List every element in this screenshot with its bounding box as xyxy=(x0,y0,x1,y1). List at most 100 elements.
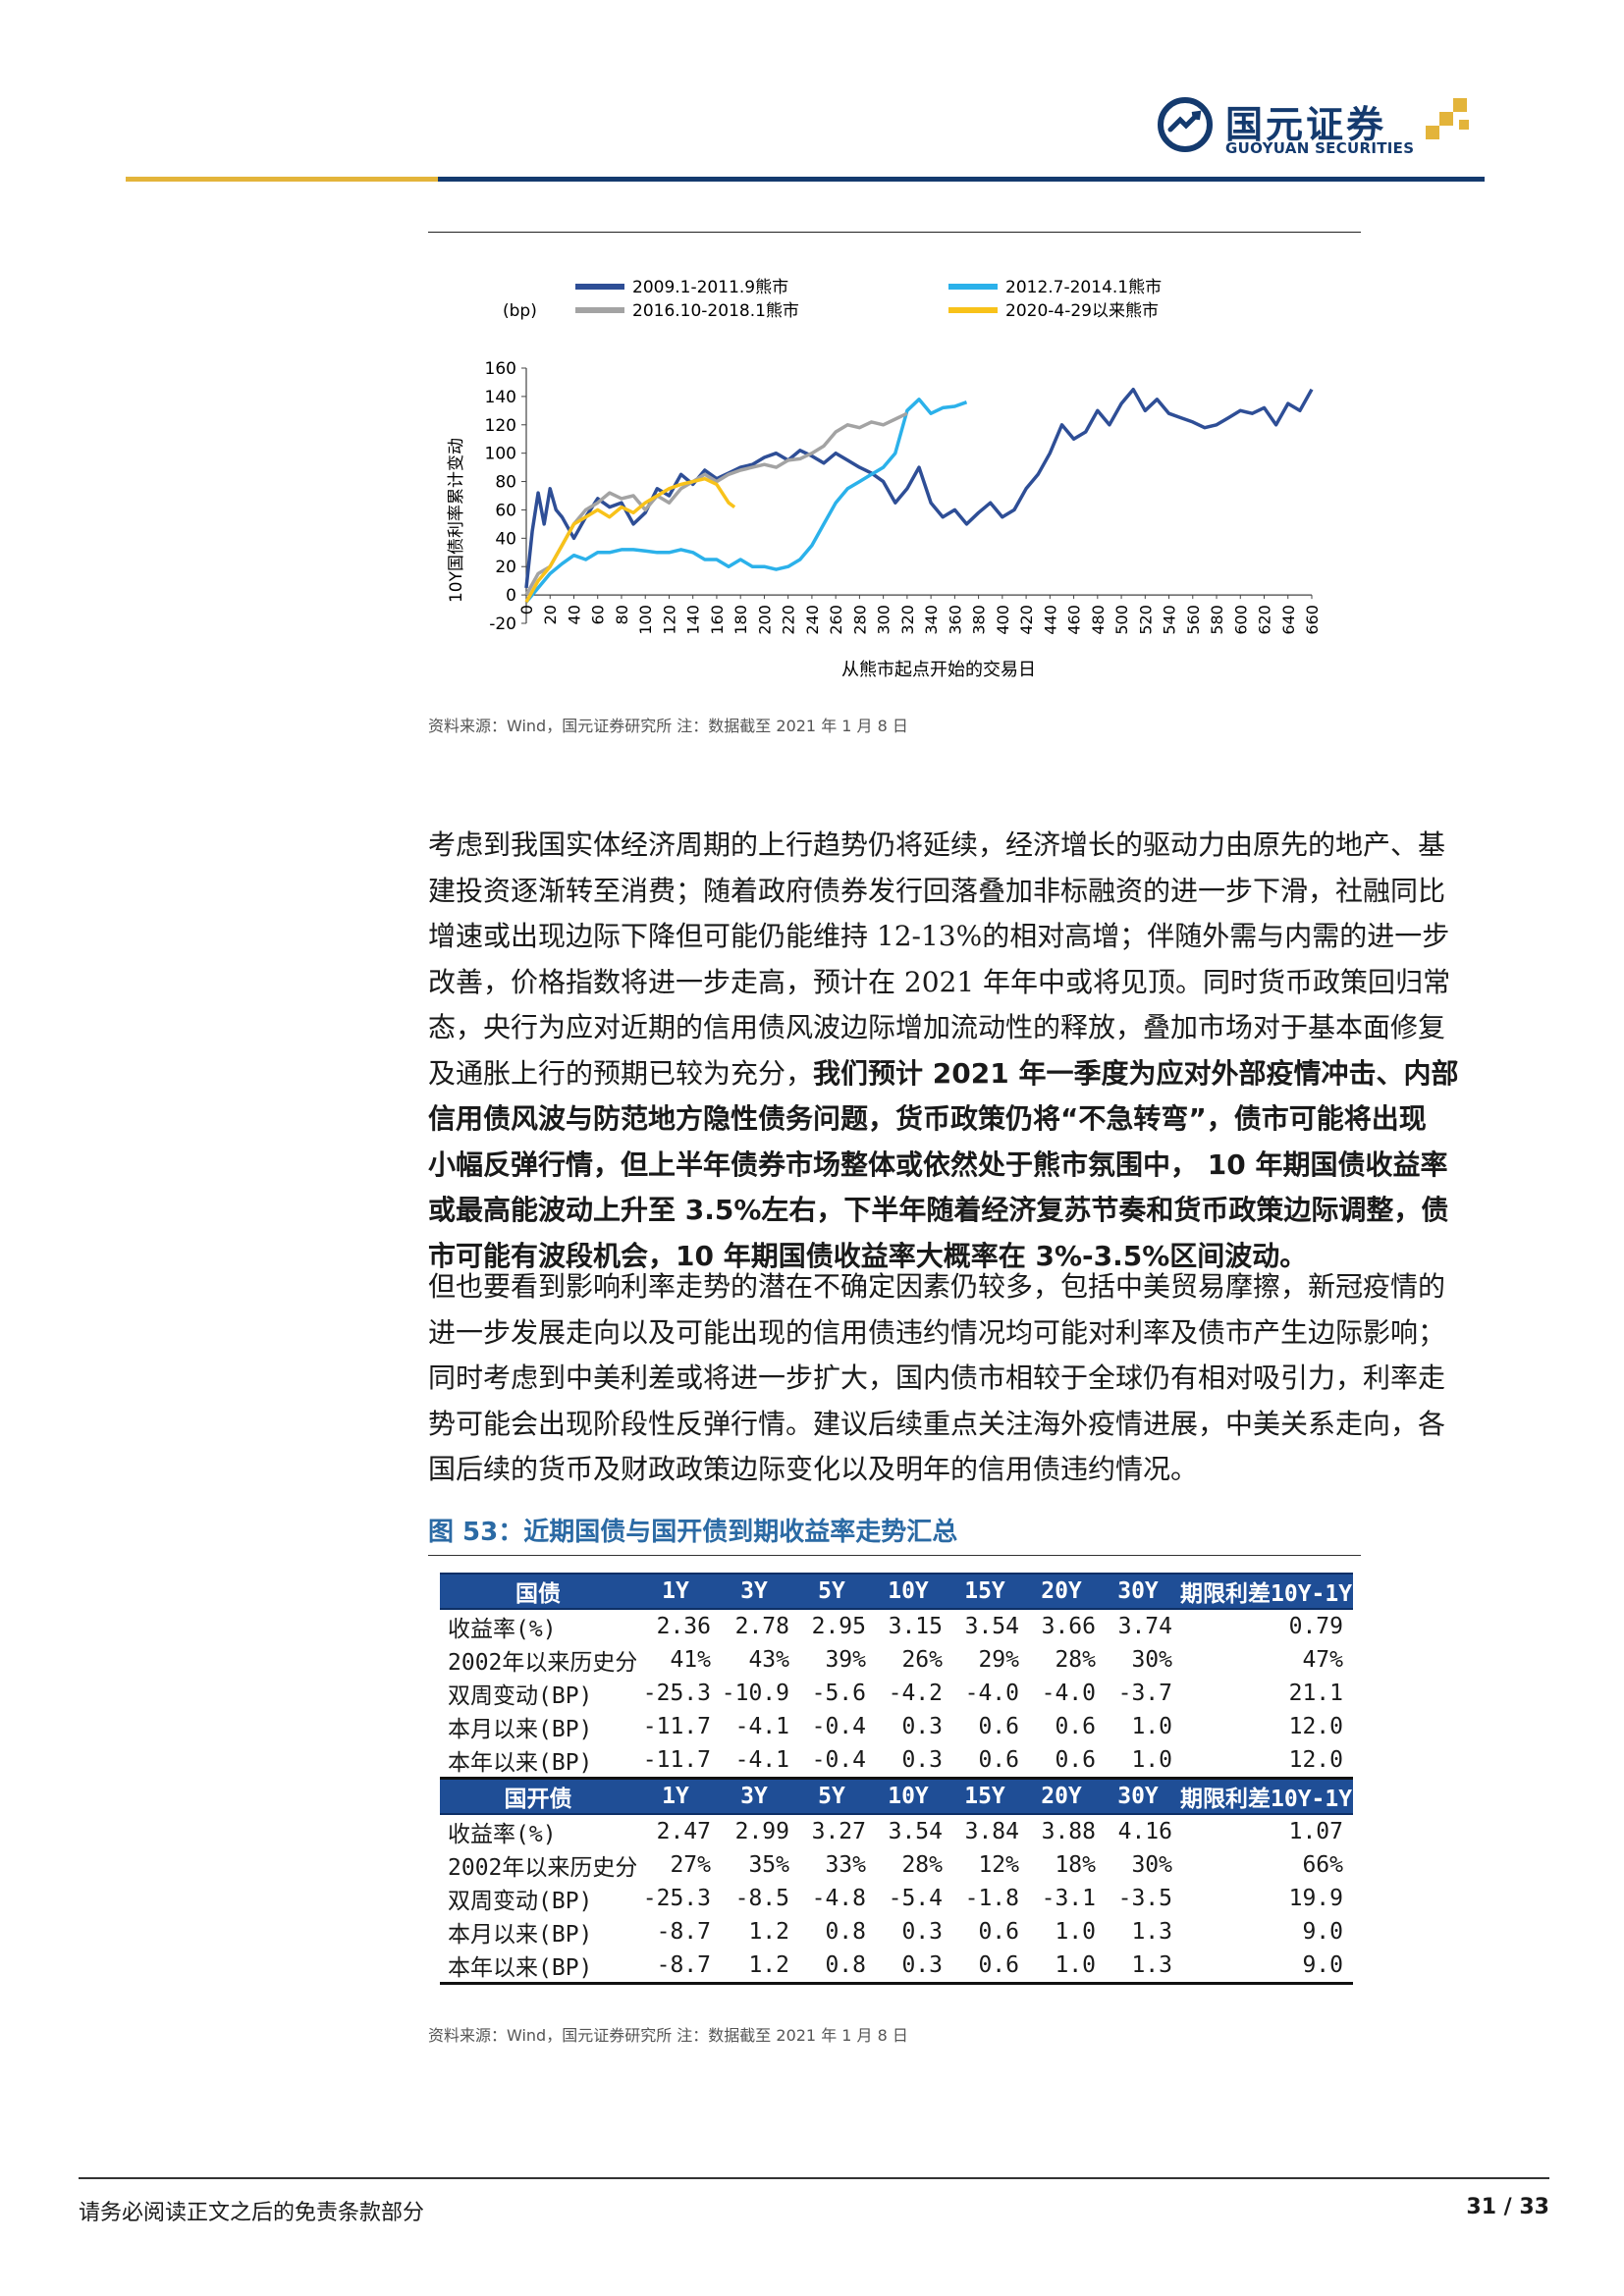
table-cell: 12.0 xyxy=(1176,1743,1353,1780)
table-cell: 28% xyxy=(1055,1647,1096,1673)
x-tick-label: 160 xyxy=(708,605,727,635)
table-cell: 18% xyxy=(1055,1852,1096,1878)
risk-paragraph: 但也要看到影响利率走势的潜在不确定因素仍较多，包括中美贸易摩擦，新冠疫情的 进一… xyxy=(428,1264,1485,1493)
table-cell: -25.3 xyxy=(642,1886,711,1911)
table-header-cell: 5Y xyxy=(793,1777,870,1815)
table-cell: -8.7 xyxy=(656,1919,711,1945)
legend-label: 2020-4-29以来熊市 xyxy=(1005,301,1159,321)
table-cell: 2.95 xyxy=(811,1614,866,1639)
legend-label: 2012.7-2014.1熊市 xyxy=(1005,278,1162,297)
chart-series xyxy=(524,387,1314,604)
para2-line: 进一步发展走向以及可能出现的信用债违约情况均可能对利率及债市产生边际影响； xyxy=(428,1315,1446,1349)
x-tick-label: 460 xyxy=(1065,605,1084,635)
bond-bear-market-chart: 2009.1-2011.9熊市 2012.7-2014.1熊市 2016.10-20… xyxy=(447,278,1322,680)
table-cell: 4.16 xyxy=(1117,1819,1172,1844)
x-tick-label: 560 xyxy=(1184,605,1203,635)
table-cell: 0.3 xyxy=(870,1949,947,1985)
x-tick-label: 480 xyxy=(1089,605,1108,635)
table-cell: 66% xyxy=(1302,1852,1343,1878)
table-cell: 1.3 xyxy=(1131,1919,1172,1945)
table-cell: 0.8 xyxy=(825,1919,866,1945)
table-cell: 0.3 xyxy=(870,1743,947,1780)
x-tick-label: 440 xyxy=(1041,605,1059,635)
series-line-2 xyxy=(524,411,908,596)
table-body: 国债 1Y 3Y 5Y 10Y 15Y 20Y 30Y 期限利差10Y-1Y 收益率(%) 2.36… xyxy=(440,1573,1353,1985)
row-label: 双周变动(BP) xyxy=(448,1683,593,1709)
header-rule-gold xyxy=(126,177,438,182)
table-cell: 9.0 xyxy=(1176,1949,1353,1985)
table-cell: 41% xyxy=(670,1647,711,1673)
x-tick-label: 340 xyxy=(922,605,941,635)
para1-line: 改善，价格指数将进一步走高，预计在 2021 年年中或将见顶。同时货币政策回归常 xyxy=(428,965,1451,998)
table-cell: 0.8 xyxy=(793,1949,870,1985)
y-tick-label: -20 xyxy=(489,614,516,634)
table-cell: -5.4 xyxy=(888,1886,943,1911)
table-cell: 1.0 xyxy=(1131,1714,1172,1739)
table-cell: -8.7 xyxy=(636,1949,715,1985)
table-cell: -4.8 xyxy=(811,1886,866,1911)
table-cell: 1.0 xyxy=(1055,1919,1096,1945)
table-cell: -5.6 xyxy=(811,1681,866,1706)
table-header-cell: 1Y xyxy=(636,1777,715,1815)
table-cell: -4.0 xyxy=(1041,1681,1096,1706)
table-cell: 0.6 xyxy=(947,1743,1023,1780)
y-tick-label: 160 xyxy=(485,359,516,379)
bold-text: 小幅反弹行情，但上半年债券市场整体或依然处于熊市氛围中， 10 年期国债收益率 xyxy=(428,1148,1448,1181)
table-cell: 27% xyxy=(670,1852,711,1878)
table-cell: -4.0 xyxy=(964,1681,1019,1706)
yield-summary-table: 国债 1Y 3Y 5Y 10Y 15Y 20Y 30Y 期限利差10Y-1Y 收益率(%) 2.36… xyxy=(440,1573,1353,1985)
table-row: 双周变动(BP) -25.3 -8.5 -4.8 -5.4 -1.8 -3.1 -3.5 19.… xyxy=(440,1882,1353,1915)
table-cell: -11.7 xyxy=(636,1743,715,1780)
table-row: 本年以来(BP) -8.7 1.2 0.8 0.3 0.6 1.0 1.3 9.0 xyxy=(440,1949,1353,1985)
x-tick-label: 420 xyxy=(1017,605,1036,635)
table-cell: -10.9 xyxy=(721,1681,789,1706)
table-row: 2002年以来历史分位 27% 35% 33% 28% 12% 18% 30% 66% xyxy=(440,1848,1353,1882)
bold-text: 信用债风波与防范地方隐性债务问题，货币政策仍将“不急转弯”，债市可能将出现 xyxy=(428,1102,1427,1135)
x-tick-label: 380 xyxy=(970,605,989,635)
y-unit-label: (bp) xyxy=(503,301,537,321)
para1-normal-segment: 及通胀上行的预期已较为充分， xyxy=(428,1056,814,1090)
table-cell: 26% xyxy=(901,1647,943,1673)
x-tick-label: 100 xyxy=(636,605,655,635)
row-label: 收益率(%) xyxy=(448,1617,557,1642)
table-cell: 3.27 xyxy=(811,1819,866,1844)
x-tick-label: 60 xyxy=(589,605,608,624)
y-tick-label: 100 xyxy=(485,445,516,464)
table-cell: 0.6 xyxy=(1055,1714,1096,1739)
table-cell: 3.54 xyxy=(964,1614,1019,1639)
chart-top-rule xyxy=(428,232,1361,233)
table-cell: 1.0 xyxy=(1023,1949,1100,1985)
para1-line: 增速或出现边际下降但可能仍能维持 12-13%的相对高增；伴随外需与内需的进一步 xyxy=(428,920,1450,952)
table-cell: -0.4 xyxy=(811,1714,866,1739)
row-label: 2002年以来历史分位 xyxy=(448,1650,636,1676)
table-header-cell: 期限利差10Y-1Y xyxy=(1176,1573,1353,1610)
chart-legend: 2009.1-2011.9熊市 2012.7-2014.1熊市 2016.10-20… xyxy=(575,278,1162,321)
table-header-cell: 15Y xyxy=(947,1777,1023,1815)
table-cell: 2.78 xyxy=(734,1614,789,1639)
table-cell: 0.3 xyxy=(901,1919,943,1945)
logo-squares-icon xyxy=(1426,98,1469,139)
table-cell: -25.3 xyxy=(642,1681,711,1706)
table-cell: 2.99 xyxy=(734,1819,789,1844)
para2-line: 但也要看到影响利率走势的潜在不确定因素仍较多，包括中美贸易摩擦，新冠疫情的 xyxy=(428,1270,1446,1303)
table-header-cell: 3Y xyxy=(715,1573,793,1610)
para1-bold-segment: 我们预计 2021 年一季度为应对外部疫情冲击、内部 xyxy=(813,1056,1459,1090)
logo-ring-icon xyxy=(1158,97,1213,152)
para2-line: 同时考虑到中美利差或将进一步扩大，国内债市相较于全球仍有相对吸引力，利率走 xyxy=(428,1362,1446,1394)
para1-line: 态，央行为应对近期的信用债风波边际增加流动性的释放，叠加市场对于基本面修复 xyxy=(428,1011,1446,1043)
table-row: 收益率(%) 2.36 2.78 2.95 3.15 3.54 3.66 3.74 0.79 xyxy=(440,1609,1353,1643)
x-tick-label: 0 xyxy=(517,605,536,614)
para1-bold-line: 信用债风波与防范地方隐性债务问题，货币政策仍将“不急转弯”，债市可能将出现 xyxy=(428,1096,1485,1143)
x-tick-label: 660 xyxy=(1303,605,1322,635)
table-cell: 3.74 xyxy=(1117,1614,1172,1639)
x-tick-label: 80 xyxy=(613,605,631,624)
x-tick-label: 40 xyxy=(565,605,583,624)
table-cell: -8.5 xyxy=(734,1886,789,1911)
table-header-cell: 30Y xyxy=(1100,1777,1176,1815)
table-row: 本年以来(BP) -11.7 -4.1 -0.4 0.3 0.6 0.6 1.0 12.0 xyxy=(440,1743,1353,1780)
table-cell: 1.0 xyxy=(1100,1743,1176,1780)
table-cell: 3.66 xyxy=(1041,1614,1096,1639)
table-cell: 1.3 xyxy=(1100,1949,1176,1985)
x-tick-label: 120 xyxy=(660,605,678,635)
